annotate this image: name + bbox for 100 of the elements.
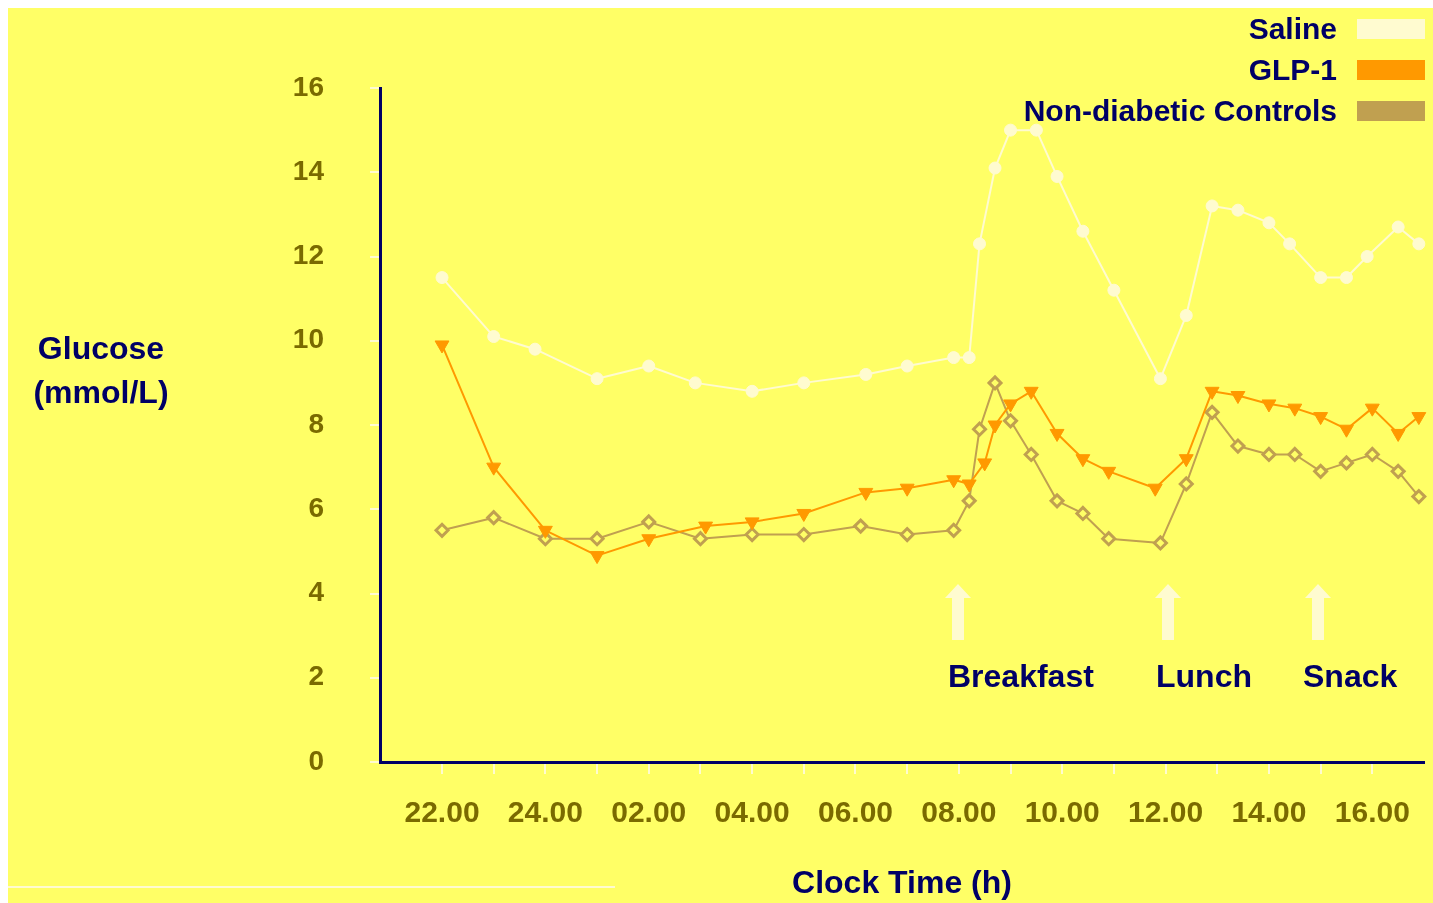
x-axis-title: Clock Time (h) bbox=[792, 863, 1012, 900]
point bbox=[987, 375, 1003, 391]
point bbox=[1023, 446, 1039, 462]
point bbox=[1204, 404, 1220, 420]
x-tick-label: 12.00 bbox=[1128, 795, 1204, 829]
point bbox=[642, 359, 656, 373]
point bbox=[962, 351, 976, 365]
y-tick-label: 12 bbox=[292, 239, 324, 271]
y-tick-label: 0 bbox=[308, 744, 324, 776]
point bbox=[1261, 446, 1277, 462]
point bbox=[1390, 428, 1406, 442]
point bbox=[589, 531, 605, 547]
point bbox=[692, 531, 708, 547]
point bbox=[1287, 403, 1303, 417]
point bbox=[486, 510, 502, 526]
point bbox=[1230, 438, 1246, 454]
point bbox=[899, 527, 915, 543]
y-axis-title: Glucose (mmol/L) bbox=[32, 329, 170, 412]
point bbox=[1261, 399, 1277, 413]
point bbox=[528, 342, 542, 356]
point bbox=[1313, 412, 1329, 426]
point bbox=[1262, 216, 1276, 230]
point bbox=[434, 522, 450, 538]
point bbox=[698, 521, 714, 535]
point bbox=[987, 420, 1003, 434]
point bbox=[973, 237, 987, 251]
point bbox=[977, 458, 993, 472]
point bbox=[1231, 203, 1245, 217]
point bbox=[435, 271, 449, 285]
point bbox=[1411, 489, 1427, 505]
point bbox=[1003, 413, 1019, 429]
point bbox=[1391, 220, 1405, 234]
legend-label: GLP-1 bbox=[1248, 52, 1337, 87]
point bbox=[1313, 463, 1329, 479]
x-tick-label: 04.00 bbox=[714, 795, 790, 829]
point bbox=[899, 483, 915, 497]
x-tick-label: 22.00 bbox=[404, 795, 480, 829]
point bbox=[487, 330, 501, 344]
annotation: Snack bbox=[1303, 658, 1398, 695]
point bbox=[1287, 446, 1303, 462]
annotation: Lunch bbox=[1156, 658, 1252, 695]
point bbox=[1049, 493, 1065, 509]
y-tick-label: 8 bbox=[308, 407, 324, 439]
point bbox=[641, 534, 657, 548]
point bbox=[1412, 237, 1426, 251]
point bbox=[988, 161, 1002, 175]
point bbox=[744, 527, 760, 543]
point bbox=[900, 359, 914, 373]
point bbox=[1003, 399, 1018, 413]
point bbox=[1338, 455, 1354, 471]
y-tick-label: 4 bbox=[308, 576, 325, 608]
point bbox=[745, 384, 759, 398]
point bbox=[1205, 199, 1219, 213]
point bbox=[1147, 483, 1163, 497]
point bbox=[1390, 463, 1406, 479]
point bbox=[1153, 372, 1167, 386]
point bbox=[1023, 386, 1039, 400]
point bbox=[1204, 386, 1220, 400]
point bbox=[1076, 224, 1090, 238]
x-tick-label: 10.00 bbox=[1024, 795, 1100, 829]
point bbox=[1107, 283, 1121, 297]
x-tick-label: 08.00 bbox=[921, 795, 997, 829]
annotation: Breakfast bbox=[948, 658, 1094, 695]
point bbox=[589, 551, 605, 565]
point bbox=[1004, 123, 1018, 137]
y-tick-label: 14 bbox=[292, 154, 325, 186]
point bbox=[961, 479, 977, 493]
point bbox=[1049, 428, 1065, 442]
point bbox=[434, 340, 450, 354]
x-tick-label: 14.00 bbox=[1231, 795, 1307, 829]
point bbox=[1101, 531, 1117, 547]
point bbox=[858, 487, 874, 501]
point bbox=[796, 508, 812, 522]
point bbox=[946, 522, 962, 538]
point bbox=[1339, 271, 1353, 285]
point bbox=[486, 462, 502, 476]
y-tick-label: 2 bbox=[308, 660, 324, 692]
x-tick-label: 06.00 bbox=[817, 795, 894, 829]
y-tick-label: 16 bbox=[292, 70, 324, 102]
point bbox=[1364, 403, 1380, 417]
point bbox=[1411, 412, 1427, 426]
point bbox=[1230, 391, 1246, 405]
point bbox=[1314, 271, 1328, 285]
point bbox=[797, 376, 811, 390]
point bbox=[1179, 308, 1193, 322]
point bbox=[1101, 466, 1117, 480]
point bbox=[1339, 424, 1354, 438]
y-tick-label: 6 bbox=[308, 491, 324, 523]
point bbox=[853, 518, 869, 534]
y-tick-label: 10 bbox=[292, 323, 324, 355]
x-tick-label: 02.00 bbox=[611, 795, 687, 829]
x-tick-label: 16.00 bbox=[1334, 795, 1410, 829]
point bbox=[961, 493, 977, 509]
point bbox=[1178, 476, 1194, 492]
point bbox=[744, 517, 760, 531]
point bbox=[859, 367, 873, 381]
legend-label: Non-diabetic Controls bbox=[1023, 93, 1337, 128]
point bbox=[1178, 454, 1194, 468]
point bbox=[1050, 169, 1064, 183]
x-tick-label: 24.00 bbox=[507, 795, 583, 829]
